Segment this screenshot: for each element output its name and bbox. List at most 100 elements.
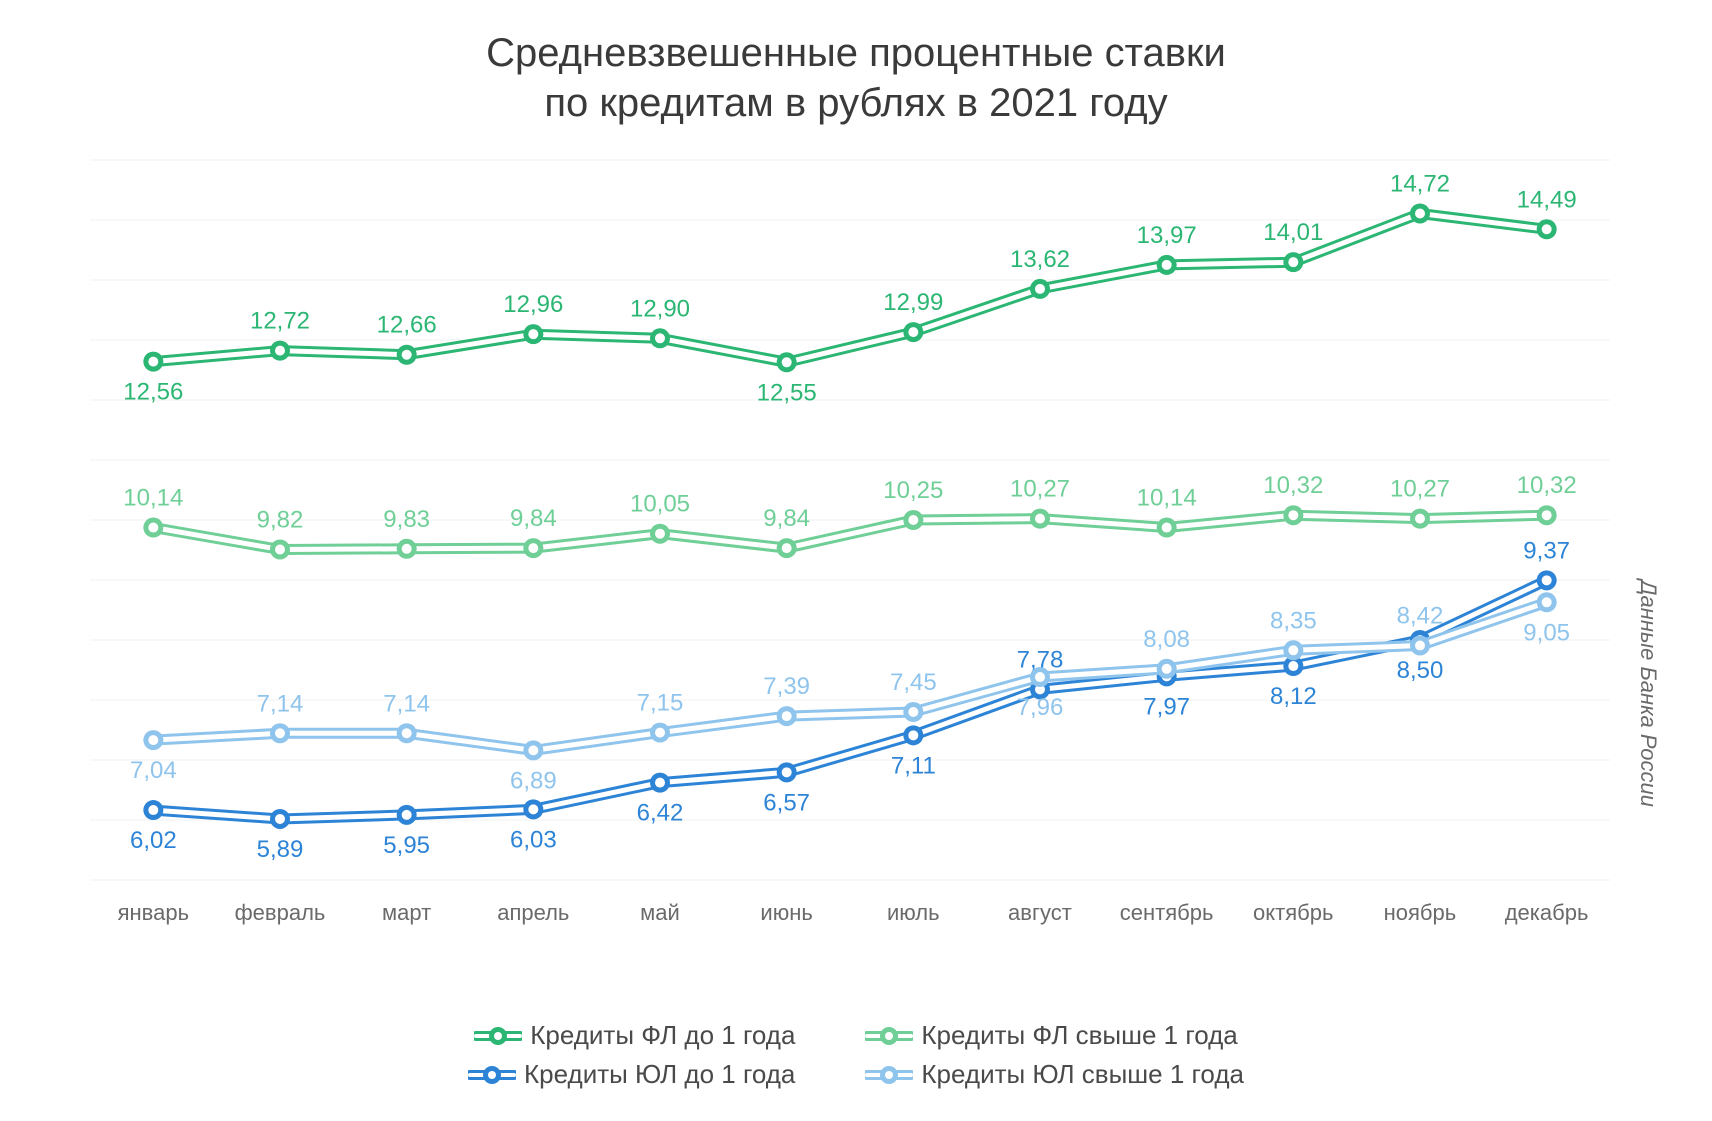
- value-label-fl_long: 10,14: [123, 485, 183, 512]
- chart-page: Средневзвешенные процентные ставки по кр…: [0, 0, 1712, 1121]
- chart-title: Средневзвешенные процентные ставки по кр…: [0, 28, 1712, 128]
- value-label-yul_long: 8,35: [1270, 607, 1317, 634]
- marker-inner-yul_short: [1542, 575, 1552, 585]
- legend-swatch: [865, 1026, 913, 1046]
- chart-legend: Кредиты ФЛ до 1 года Кредиты ФЛ свыше 1 г…: [0, 1020, 1712, 1090]
- marker-inner-fl_long: [528, 543, 538, 553]
- marker-inner-yul_long: [1542, 597, 1552, 607]
- plot-area: 12,5612,7212,6612,9612,9012,5512,9913,62…: [90, 160, 1610, 880]
- x-axis-label: июль: [850, 900, 977, 926]
- value-label-yul_short: 6,03: [510, 826, 557, 853]
- marker-inner-fl_long: [1542, 510, 1552, 520]
- marker-inner-yul_long: [148, 735, 158, 745]
- marker-inner-yul_long: [655, 728, 665, 738]
- value-label-fl_long: 10,14: [1137, 485, 1197, 512]
- x-axis-label: февраль: [217, 900, 344, 926]
- marker-inner-fl_long: [148, 523, 158, 533]
- marker-inner-fl_long: [1415, 514, 1425, 524]
- marker-inner-yul_long: [782, 711, 792, 721]
- marker-inner-fl_short: [1542, 224, 1552, 234]
- value-label-yul_long: 8,08: [1143, 626, 1190, 653]
- marker-inner-fl_short: [148, 357, 158, 367]
- value-label-yul_long: 7,45: [890, 669, 937, 696]
- data-source-caption: Данные Банка России: [1635, 580, 1661, 807]
- value-label-fl_short: 12,99: [883, 289, 943, 316]
- x-axis-label: март: [343, 900, 470, 926]
- marker-inner-yul_long: [528, 745, 538, 755]
- value-label-fl_short: 12,56: [123, 379, 183, 406]
- marker-inner-fl_long: [655, 529, 665, 539]
- value-label-fl_long: 9,83: [383, 506, 430, 533]
- legend-label: Кредиты ФЛ свыше 1 года: [921, 1020, 1237, 1051]
- marker-inner-yul_short: [1288, 661, 1298, 671]
- legend-swatch-icon: [468, 1065, 516, 1085]
- marker-inner-yul_long: [908, 707, 918, 717]
- legend-item-fl_long: Кредиты ФЛ свыше 1 года: [865, 1020, 1237, 1051]
- marker-inner-yul_short: [528, 804, 538, 814]
- value-label-fl_long: 10,05: [630, 491, 690, 518]
- marker-inner-yul_long: [1288, 645, 1298, 655]
- legend-item-yul_short: Кредиты ЮЛ до 1 года: [468, 1059, 795, 1090]
- marker-inner-yul_long: [275, 728, 285, 738]
- value-label-fl_long: 10,27: [1010, 476, 1070, 503]
- marker-inner-yul_short: [402, 810, 412, 820]
- marker-inner-fl_short: [1035, 284, 1045, 294]
- value-label-fl_short: 12,90: [630, 295, 690, 322]
- marker-inner-yul_short: [148, 805, 158, 815]
- value-label-yul_short: 5,95: [383, 832, 430, 859]
- value-label-yul_long: 7,14: [383, 690, 430, 717]
- marker-inner-fl_long: [1162, 523, 1172, 533]
- legend-item-yul_long: Кредиты ЮЛ свыше 1 года: [865, 1059, 1244, 1090]
- legend-row: Кредиты ФЛ до 1 года Кредиты ФЛ свыше 1 г…: [0, 1020, 1712, 1051]
- value-label-fl_short: 12,66: [377, 312, 437, 339]
- value-label-yul_long: 7,39: [763, 673, 810, 700]
- legend-label: Кредиты ЮЛ свыше 1 года: [921, 1059, 1244, 1090]
- marker-inner-fl_long: [782, 543, 792, 553]
- marker-inner-fl_short: [528, 329, 538, 339]
- marker-inner-yul_short: [655, 778, 665, 788]
- value-label-fl_short: 12,72: [250, 308, 310, 335]
- x-axis-label: ноябрь: [1357, 900, 1484, 926]
- legend-swatch: [865, 1065, 913, 1085]
- value-label-fl_long: 9,82: [257, 506, 304, 533]
- marker-inner-yul_short: [908, 730, 918, 740]
- chart-svg: 12,5612,7212,6612,9612,9012,5512,9913,62…: [90, 160, 1610, 880]
- marker-inner-yul_long: [1415, 640, 1425, 650]
- x-axis-label: июнь: [723, 900, 850, 926]
- x-axis-label: январь: [90, 900, 217, 926]
- value-label-fl_long: 9,84: [510, 505, 557, 532]
- value-label-fl_long: 10,32: [1263, 472, 1323, 499]
- value-label-fl_short: 12,55: [757, 379, 817, 406]
- marker-inner-fl_short: [1415, 208, 1425, 218]
- value-label-yul_long: 7,04: [130, 757, 177, 784]
- marker-inner-fl_short: [782, 357, 792, 367]
- value-label-yul_long: 9,05: [1523, 619, 1570, 646]
- marker-inner-fl_long: [1288, 510, 1298, 520]
- legend-row: Кредиты ЮЛ до 1 года Кредиты ЮЛ свыше 1 г…: [0, 1059, 1712, 1090]
- x-axis-label: апрель: [470, 900, 597, 926]
- legend-item-fl_short: Кредиты ФЛ до 1 года: [474, 1020, 795, 1051]
- marker-inner-fl_short: [1288, 257, 1298, 267]
- legend-label: Кредиты ФЛ до 1 года: [530, 1020, 795, 1051]
- x-axis-label: сентябрь: [1103, 900, 1230, 926]
- marker-inner-yul_long: [402, 728, 412, 738]
- marker-inner-fl_short: [402, 350, 412, 360]
- value-label-yul_short: 6,42: [637, 800, 684, 827]
- marker-inner-fl_long: [1035, 514, 1045, 524]
- value-label-fl_long: 10,32: [1517, 472, 1577, 499]
- marker-inner-fl_short: [908, 327, 918, 337]
- marker-inner-yul_short: [782, 767, 792, 777]
- value-label-yul_long: 6,89: [510, 767, 557, 794]
- value-label-fl_short: 14,49: [1517, 186, 1577, 213]
- legend-label: Кредиты ЮЛ до 1 года: [524, 1059, 795, 1090]
- value-label-yul_long: 7,15: [637, 690, 684, 717]
- value-label-fl_long: 10,25: [883, 477, 943, 504]
- legend-swatch-icon: [865, 1065, 913, 1085]
- x-axis-label: октябрь: [1230, 900, 1357, 926]
- value-label-yul_long: 7,96: [1017, 694, 1064, 721]
- marker-inner-fl_long: [402, 544, 412, 554]
- legend-swatch: [474, 1026, 522, 1046]
- marker-inner-yul_short: [275, 814, 285, 824]
- value-label-yul_long: 8,42: [1397, 602, 1444, 629]
- value-label-fl_short: 13,97: [1137, 222, 1197, 249]
